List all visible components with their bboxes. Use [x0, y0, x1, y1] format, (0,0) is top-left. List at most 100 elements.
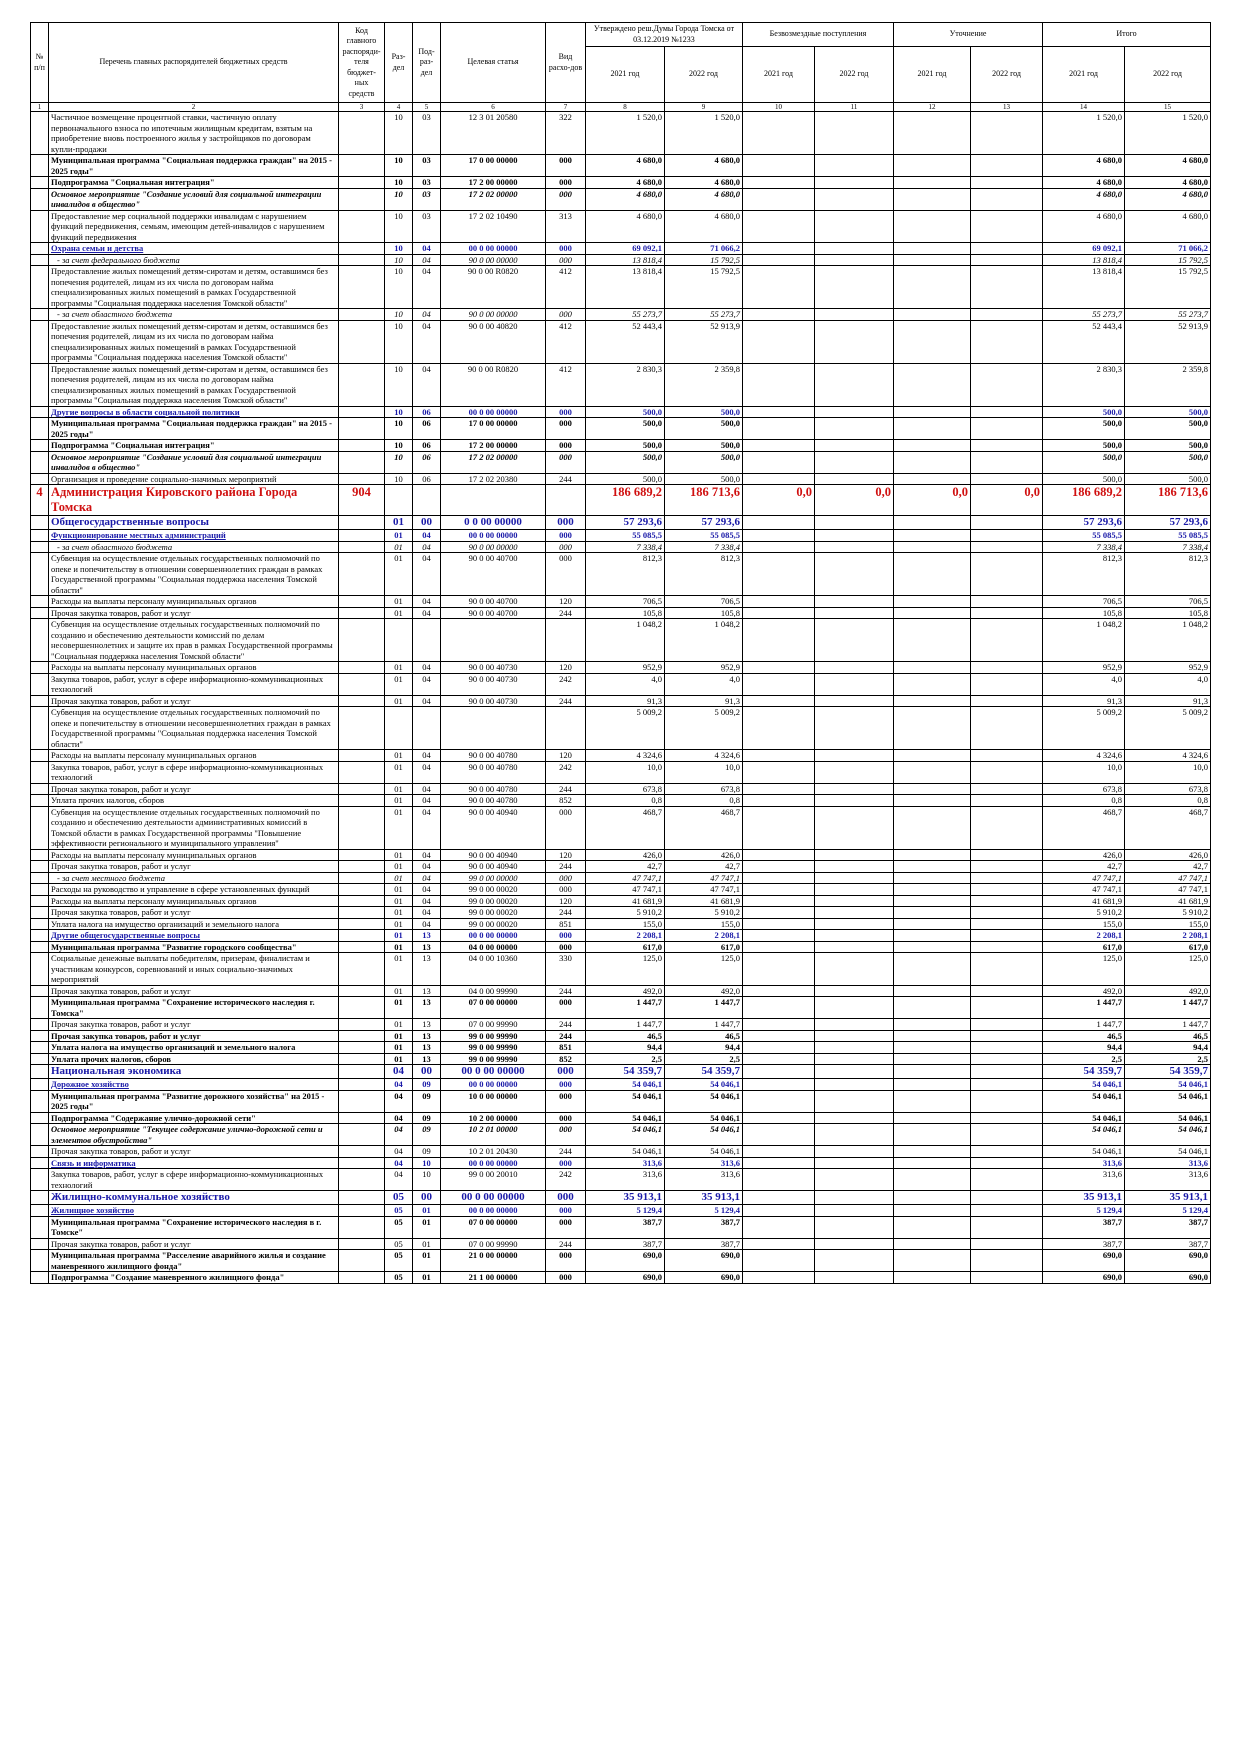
- cell: 242: [545, 672, 586, 696]
- empty-cell: [338, 618, 385, 662]
- empty-cell: [893, 529, 972, 542]
- item-name: - за счет областного бюджета: [48, 540, 339, 553]
- cell: 01: [384, 894, 413, 907]
- cell: 05: [384, 1237, 413, 1250]
- cell: 4 680,0: [664, 154, 743, 177]
- cell: 04: [412, 894, 441, 907]
- cell: 00: [412, 1190, 441, 1205]
- column-number: 13: [970, 102, 1044, 112]
- empty-cell: [742, 929, 815, 942]
- cell: 01: [384, 1052, 413, 1065]
- cell: 313,6: [664, 1156, 743, 1169]
- cell: 01: [384, 672, 413, 696]
- empty-cell: [338, 996, 385, 1019]
- empty-cell: [338, 760, 385, 784]
- empty-cell: [338, 1018, 385, 1031]
- table-row: Субвенция на осуществление отдельных гос…: [30, 706, 1212, 750]
- item-name: Предоставление мер социальной поддержки …: [48, 209, 339, 243]
- empty-cell: [813, 529, 895, 542]
- cell: 00 0 00 00000: [440, 405, 546, 418]
- empty-cell: [893, 606, 972, 619]
- table-row: Общегосударственные вопросы 01 00 0 0 00 00…: [30, 515, 1212, 530]
- cell: 000: [545, 805, 586, 850]
- cell: 690,0: [1042, 1271, 1126, 1284]
- empty-cell: [338, 1089, 385, 1113]
- empty-cell: [813, 760, 895, 784]
- cell: 4,0: [585, 672, 665, 696]
- cell: 13: [412, 1052, 441, 1065]
- empty-cell: [338, 308, 385, 321]
- empty-cell: [813, 242, 895, 255]
- cell: 1 520,0: [664, 111, 743, 155]
- cell: 01: [384, 984, 413, 997]
- cell: 06: [412, 472, 441, 485]
- empty-cell: [440, 484, 546, 516]
- table-header: № п/п Перечень главных распорядителей бюд…: [30, 22, 1212, 112]
- cell: 15 792,5: [664, 265, 743, 309]
- cell: 313,6: [664, 1168, 743, 1191]
- empty-cell: [813, 618, 895, 662]
- empty-cell: [742, 871, 815, 884]
- empty-cell: [970, 661, 1044, 674]
- empty-cell: [813, 1204, 895, 1217]
- cell: 10 2 01 00000: [440, 1123, 546, 1146]
- empty-cell: [30, 1249, 49, 1272]
- empty-cell: [338, 749, 385, 762]
- cell: 04: [384, 1089, 413, 1113]
- cell: 2,5: [664, 1052, 743, 1065]
- empty-cell: [338, 794, 385, 807]
- cell: 04: [412, 242, 441, 255]
- table-row: - за счет областного бюджета 01 04 90 0 00 …: [30, 540, 1212, 553]
- empty-cell: [813, 883, 895, 896]
- cell: 10,0: [664, 760, 743, 784]
- empty-cell: [338, 209, 385, 243]
- cell: 673,8: [1042, 782, 1126, 795]
- table-row: Подпрограмма "Социальная интеграция" 10 06…: [30, 439, 1212, 452]
- column-number: 5: [412, 102, 441, 112]
- item-name: Жилищное хозяйство: [48, 1204, 339, 1217]
- item-name: Прочая закупка товаров, работ и услуг: [48, 1145, 339, 1158]
- cell: 000: [545, 940, 586, 953]
- cell: 4 680,0: [1124, 209, 1212, 243]
- cell: 17 0 00 00000: [440, 154, 546, 177]
- item-name: Жилищно-коммунальное хозяйство: [48, 1190, 339, 1205]
- item-name: Предоставление жилых помещений детям-сир…: [48, 265, 339, 309]
- item-name: Закупка товаров, работ, услуг в сфере ин…: [48, 760, 339, 784]
- cell: 5 129,4: [1042, 1204, 1126, 1217]
- empty-cell: [742, 672, 815, 696]
- cell: 00 0 00 00000: [440, 1190, 546, 1205]
- empty-cell: [813, 917, 895, 930]
- item-name: Национальная экономика: [48, 1064, 339, 1079]
- empty-cell: [813, 694, 895, 707]
- cell: 54 046,1: [585, 1111, 665, 1124]
- empty-cell: [893, 929, 972, 942]
- cell: 99 0 00 99990: [440, 1041, 546, 1054]
- table-row: Организация и проведение социально-значи…: [30, 472, 1212, 485]
- item-name: Расходы на выплаты персоналу муниципальн…: [48, 749, 339, 762]
- empty-cell: [813, 540, 895, 553]
- cell: 426,0: [1042, 848, 1126, 861]
- cell: 00: [412, 515, 441, 530]
- cell: 21 0 00 00000: [440, 1249, 546, 1272]
- empty-cell: [970, 111, 1044, 155]
- cell: 71 066,2: [664, 242, 743, 255]
- cell: 54 046,1: [585, 1089, 665, 1113]
- cell: 01: [384, 552, 413, 596]
- table-row: Подпрограмма "Создание маневренного жили…: [30, 1271, 1212, 1284]
- cell: 5 129,4: [664, 1204, 743, 1217]
- cell: 17 2 00 00000: [440, 176, 546, 189]
- cell: 47 747,1: [585, 871, 665, 884]
- empty-cell: [30, 1190, 49, 1205]
- cell: 2 830,3: [1042, 362, 1126, 407]
- empty-cell: [742, 265, 815, 309]
- cell: 04: [412, 749, 441, 762]
- item-name: Расходы на руководство и управление в сф…: [48, 883, 339, 896]
- cell: 94,4: [585, 1041, 665, 1054]
- empty-cell: [970, 1078, 1044, 1091]
- cell: 0 0 00 00000: [440, 515, 546, 530]
- cell: 03: [412, 209, 441, 243]
- empty-cell: [893, 940, 972, 953]
- cell: 90 0 00 00000: [440, 540, 546, 553]
- item-name: Расходы на выплаты персоналу муниципальн…: [48, 894, 339, 907]
- empty-cell: [970, 209, 1044, 243]
